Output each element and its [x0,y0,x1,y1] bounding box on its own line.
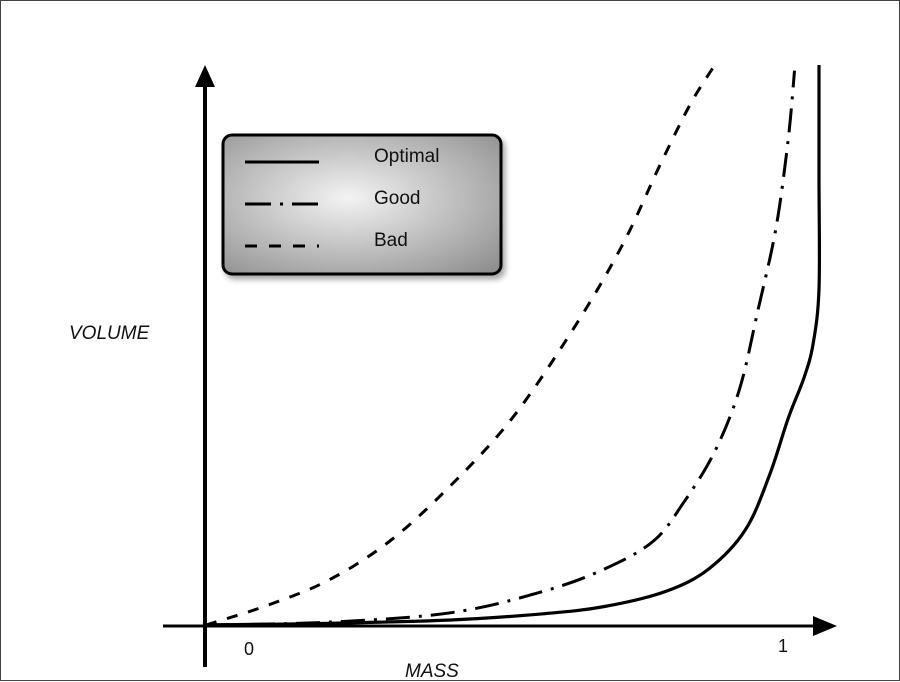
x-tick-label-1: 1 [778,636,788,656]
series-group [205,64,822,627]
x-axis-arrow [813,616,837,636]
series-line-bad [205,64,717,627]
y-axis-label: VOLUME [69,323,150,344]
legend-box [221,133,503,276]
legend-label-bad: Bad [374,230,408,251]
y-axis-arrow [195,65,215,87]
x-axis-label: MASS [405,661,459,682]
legend-label-optimal: Optimal [374,146,439,167]
series-line-optimal [205,65,822,627]
x-tick-label-0: 0 [244,639,254,659]
legend-label-good: Good [374,188,420,209]
series-line-good [205,70,796,627]
legend: Optimal Good Bad [221,133,503,276]
